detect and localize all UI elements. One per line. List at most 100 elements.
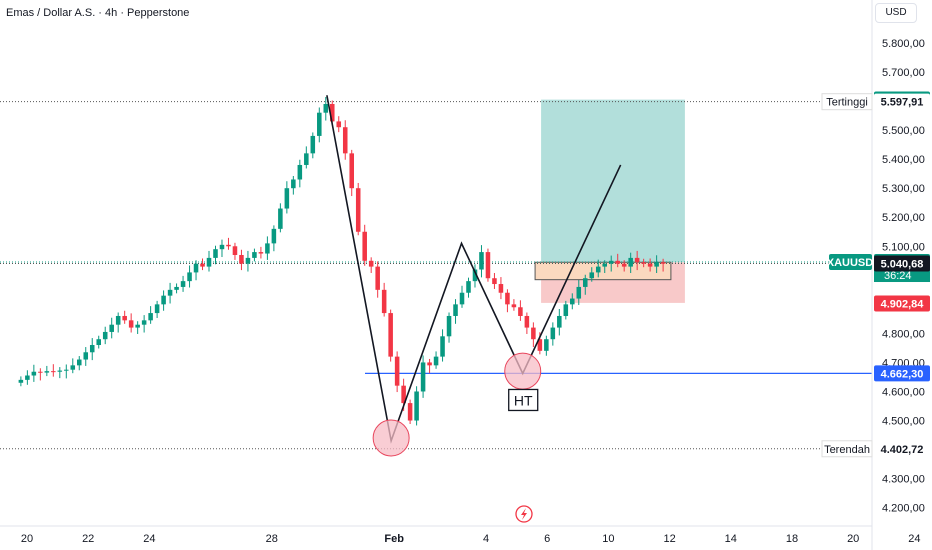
candle-body	[621, 263, 627, 267]
lowest-level-label: Terendah	[824, 444, 870, 456]
candle-body	[323, 103, 329, 113]
candle-body	[51, 371, 56, 373]
candle-body	[64, 369, 69, 371]
candle-body	[570, 298, 575, 305]
currency-button[interactable]: USD	[875, 3, 917, 23]
candle-body	[414, 391, 419, 421]
candle-body	[381, 289, 387, 314]
highest-price-label: 5.597,91	[881, 97, 924, 109]
candle-body	[342, 127, 348, 154]
y-tick-label: 4.600,00	[882, 386, 925, 398]
candle-body	[427, 362, 432, 366]
candle-body	[615, 260, 620, 264]
candle-body	[531, 327, 536, 340]
candle-body	[453, 304, 458, 316]
candle-body	[511, 304, 517, 308]
candle-body	[459, 292, 465, 305]
candle-body	[492, 278, 497, 285]
candle-body	[368, 260, 374, 267]
candle-body	[317, 112, 322, 136]
pivot-circle-2	[504, 352, 542, 390]
candle-body	[440, 336, 445, 357]
candle-body	[466, 281, 471, 293]
ht-annotation-box	[508, 388, 539, 412]
x-tick-label: 28	[266, 533, 278, 545]
candle-body	[18, 379, 24, 383]
candle-body	[634, 257, 640, 263]
highest-price-label-bg	[874, 93, 930, 110]
candle-body	[602, 263, 607, 267]
candle-body	[187, 272, 192, 282]
lightning-glyph-icon	[521, 508, 527, 520]
candle-body	[420, 362, 426, 392]
y-tick-label: 5.800,00	[882, 38, 925, 50]
candle-body	[226, 244, 231, 247]
candle-body	[291, 179, 296, 189]
y-tick-label: 5.500,00	[882, 125, 925, 137]
x-tick-label: 14	[725, 533, 737, 545]
candle-body	[44, 371, 50, 373]
y-tick-label: 5.300,00	[882, 183, 925, 195]
candle-body	[407, 403, 413, 421]
candle-body	[239, 254, 244, 264]
x-tick-label: 12	[663, 533, 675, 545]
highest-level-label-bg	[821, 93, 873, 111]
candle-body	[647, 263, 653, 267]
countdown-bg	[874, 268, 930, 283]
symbol-badge-bg	[829, 254, 872, 271]
candle-body	[349, 153, 354, 189]
candle-body	[394, 356, 400, 386]
pivot-circle-1	[372, 419, 410, 457]
candle-body	[654, 262, 659, 267]
swing-trend-line	[326, 95, 622, 444]
candle-body	[362, 231, 367, 261]
candle-body	[485, 252, 491, 279]
candle-body	[524, 315, 530, 328]
candle-body	[329, 103, 335, 122]
candle-body	[141, 320, 147, 325]
candle-body	[582, 278, 588, 287]
candle-body	[102, 331, 108, 340]
candle-body	[446, 315, 452, 337]
chart-header-title: Emas / Dollar A.S. · 4h · Pepperstone	[6, 7, 190, 19]
x-tick-label: 20	[21, 533, 33, 545]
countdown-label: 36:24	[884, 270, 912, 282]
y-tick-label: 4.200,00	[882, 503, 925, 515]
stop-price-label: 4.902,84	[881, 299, 925, 311]
candle-body	[472, 269, 478, 282]
candle-body	[148, 313, 153, 321]
candle-body	[660, 262, 666, 264]
candle-body	[219, 244, 225, 250]
candle-body	[154, 304, 160, 314]
candle-body	[518, 307, 523, 316]
candle-body	[310, 135, 316, 154]
support-price-label: 4.662,30	[881, 368, 924, 380]
y-tick-label: 5.400,00	[882, 154, 925, 166]
candle-body	[89, 345, 95, 353]
candle-body	[589, 272, 595, 279]
candle-body	[252, 252, 257, 258]
x-tick-label: 4	[483, 533, 489, 545]
x-tick-label: 20	[847, 533, 859, 545]
ht-annotation-label: HT	[514, 392, 533, 408]
candle-body	[498, 284, 504, 293]
candle-body	[544, 339, 549, 351]
candle-body	[76, 359, 82, 366]
candle-body	[258, 252, 264, 254]
y-tick-label: 4.500,00	[882, 416, 925, 428]
candle-body	[193, 263, 199, 273]
candle-body	[38, 371, 43, 373]
candle-body	[557, 315, 562, 328]
candle-body	[388, 313, 393, 357]
candle-body	[25, 375, 30, 380]
candle-body	[375, 266, 380, 290]
lowest-price-label-bg	[874, 440, 930, 457]
candle-body	[174, 286, 179, 290]
x-tick-label: 24	[908, 533, 920, 545]
candle-body	[608, 260, 614, 264]
candle-body	[232, 246, 238, 255]
candle-body	[115, 315, 121, 325]
candle-body	[167, 289, 173, 296]
